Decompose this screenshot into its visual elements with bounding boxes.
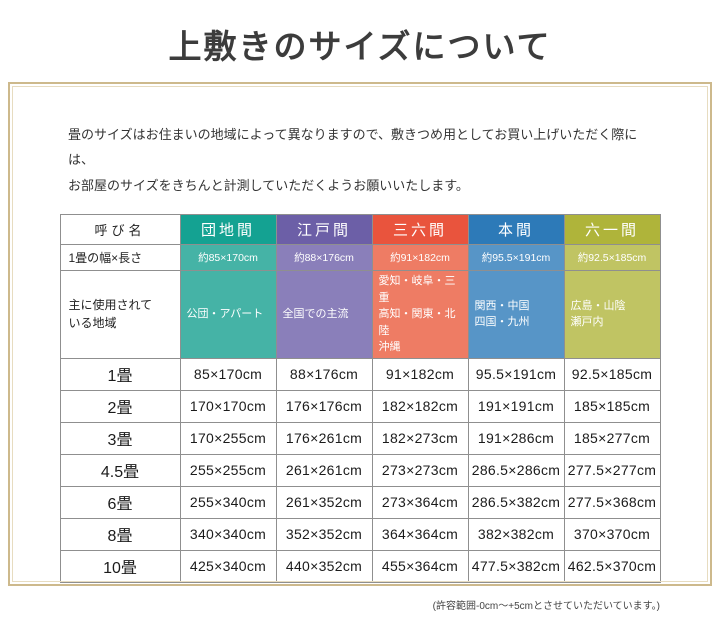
- size-cell: 170×170cm: [179, 389, 277, 423]
- size-cell: 477.5×382cm: [467, 549, 565, 583]
- region-cell: 関西・中国 四国・九州: [467, 270, 565, 359]
- size-cell: 425×340cm: [179, 549, 277, 583]
- size-cell: 261×261cm: [275, 453, 373, 487]
- size-cell: 255×340cm: [179, 485, 277, 519]
- size-cell: 364×364cm: [371, 517, 469, 551]
- size-cell: 273×364cm: [371, 485, 469, 519]
- size-cell: 176×261cm: [275, 421, 373, 455]
- row-label: 2畳: [59, 389, 181, 423]
- size-cell: 176×176cm: [275, 389, 373, 423]
- row-label: 10畳: [59, 549, 181, 583]
- width-length-cell: 約95.5×191cm: [467, 244, 565, 272]
- content-frame: 畳のサイズはお住まいの地域によって異なりますので、敷きつめ用としてお買い上げいた…: [8, 82, 712, 612]
- region-cell: 広島・山陰 瀬戸内: [563, 270, 661, 359]
- width-length-row: 1畳の幅×長さ 約85×170cm 約88×176cm 約91×182cm 約9…: [59, 244, 661, 272]
- size-cell: 170×255cm: [179, 421, 277, 455]
- row-label: 1畳: [59, 357, 181, 391]
- size-cell: 340×340cm: [179, 517, 277, 551]
- width-length-cell: 約92.5×185cm: [563, 244, 661, 272]
- tolerance-note: (許容範囲-0cm～+5cmとさせていただいています。): [432, 600, 660, 612]
- size-cell: 85×170cm: [179, 357, 277, 391]
- table-header-row: 呼び名 団地間 江戸間 三六間 本間 六一間: [59, 214, 661, 246]
- width-length-cell: 約88×176cm: [275, 244, 373, 272]
- row-label-width-length: 1畳の幅×長さ: [59, 244, 181, 272]
- size-cell: 455×364cm: [371, 549, 469, 583]
- size-cell: 352×352cm: [275, 517, 373, 551]
- row-label: 6畳: [59, 485, 181, 519]
- size-row-4-5jo: 4.5畳 255×255cm 261×261cm 273×273cm 286.5…: [59, 453, 661, 487]
- size-cell: 286.5×382cm: [467, 485, 565, 519]
- size-row-10jo: 10畳 425×340cm 440×352cm 455×364cm 477.5×…: [59, 549, 661, 583]
- size-cell: 91×182cm: [371, 357, 469, 391]
- size-row-2jo: 2畳 170×170cm 176×176cm 182×182cm 191×191…: [59, 389, 661, 423]
- region-cell: 公団・アパート: [179, 270, 277, 359]
- corner-header: 呼び名: [59, 214, 181, 246]
- column-header-honma: 本間: [467, 214, 565, 246]
- size-row-6jo: 6畳 255×340cm 261×352cm 273×364cm 286.5×3…: [59, 485, 661, 519]
- size-cell: 191×191cm: [467, 389, 565, 423]
- column-header-edoma: 江戸間: [275, 214, 373, 246]
- size-cell: 88×176cm: [275, 357, 373, 391]
- row-label-regions: 主に使用されて いる地域: [59, 270, 181, 359]
- intro-line-2: お部屋のサイズをきちんと計測していただくようお願いいたします。: [68, 177, 469, 193]
- size-cell: 370×370cm: [563, 517, 661, 551]
- size-cell: 92.5×185cm: [563, 357, 661, 391]
- width-length-cell: 約85×170cm: [179, 244, 277, 272]
- size-cell: 382×382cm: [467, 517, 565, 551]
- size-row-8jo: 8畳 340×340cm 352×352cm 364×364cm 382×382…: [59, 517, 661, 551]
- column-header-rokuichima: 六一間: [563, 214, 661, 246]
- region-cell: 愛知・岐阜・三重 高知・関東・北陸 沖縄: [371, 270, 469, 359]
- size-cell: 261×352cm: [275, 485, 373, 519]
- size-cell: 277.5×277cm: [563, 453, 661, 487]
- size-cell: 185×277cm: [563, 421, 661, 455]
- size-row-3jo: 3畳 170×255cm 176×261cm 182×273cm 191×286…: [59, 421, 661, 455]
- regions-row: 主に使用されて いる地域 公団・アパート 全国での主流 愛知・岐阜・三重 高知・…: [59, 270, 661, 359]
- tatami-size-table: 呼び名 団地間 江戸間 三六間 本間 六一間 1畳の幅×長さ 約85×170cm…: [59, 214, 661, 583]
- size-cell: 191×286cm: [467, 421, 565, 455]
- size-cell: 255×255cm: [179, 453, 277, 487]
- row-label: 4.5畳: [59, 453, 181, 487]
- size-cell: 182×273cm: [371, 421, 469, 455]
- row-label: 8畳: [59, 517, 181, 551]
- intro-text: 畳のサイズはお住まいの地域によって異なりますので、敷きつめ用としてお買い上げいた…: [68, 122, 652, 198]
- intro-line-1: 畳のサイズはお住まいの地域によって異なりますので、敷きつめ用としてお買い上げいた…: [68, 127, 638, 168]
- size-cell: 440×352cm: [275, 549, 373, 583]
- column-header-saburokuma: 三六間: [371, 214, 469, 246]
- size-cell: 95.5×191cm: [467, 357, 565, 391]
- width-length-cell: 約91×182cm: [371, 244, 469, 272]
- region-cell: 全国での主流: [275, 270, 373, 359]
- size-cell: 286.5×286cm: [467, 453, 565, 487]
- size-cell: 185×185cm: [563, 389, 661, 423]
- size-row-1jo: 1畳 85×170cm 88×176cm 91×182cm 95.5×191cm…: [59, 357, 661, 391]
- size-cell: 182×182cm: [371, 389, 469, 423]
- column-header-danchima: 団地間: [179, 214, 277, 246]
- row-label: 3畳: [59, 421, 181, 455]
- size-cell: 277.5×368cm: [563, 485, 661, 519]
- size-cell: 273×273cm: [371, 453, 469, 487]
- page-title: 上敷きのサイズについて: [168, 27, 552, 66]
- size-cell: 462.5×370cm: [563, 549, 661, 583]
